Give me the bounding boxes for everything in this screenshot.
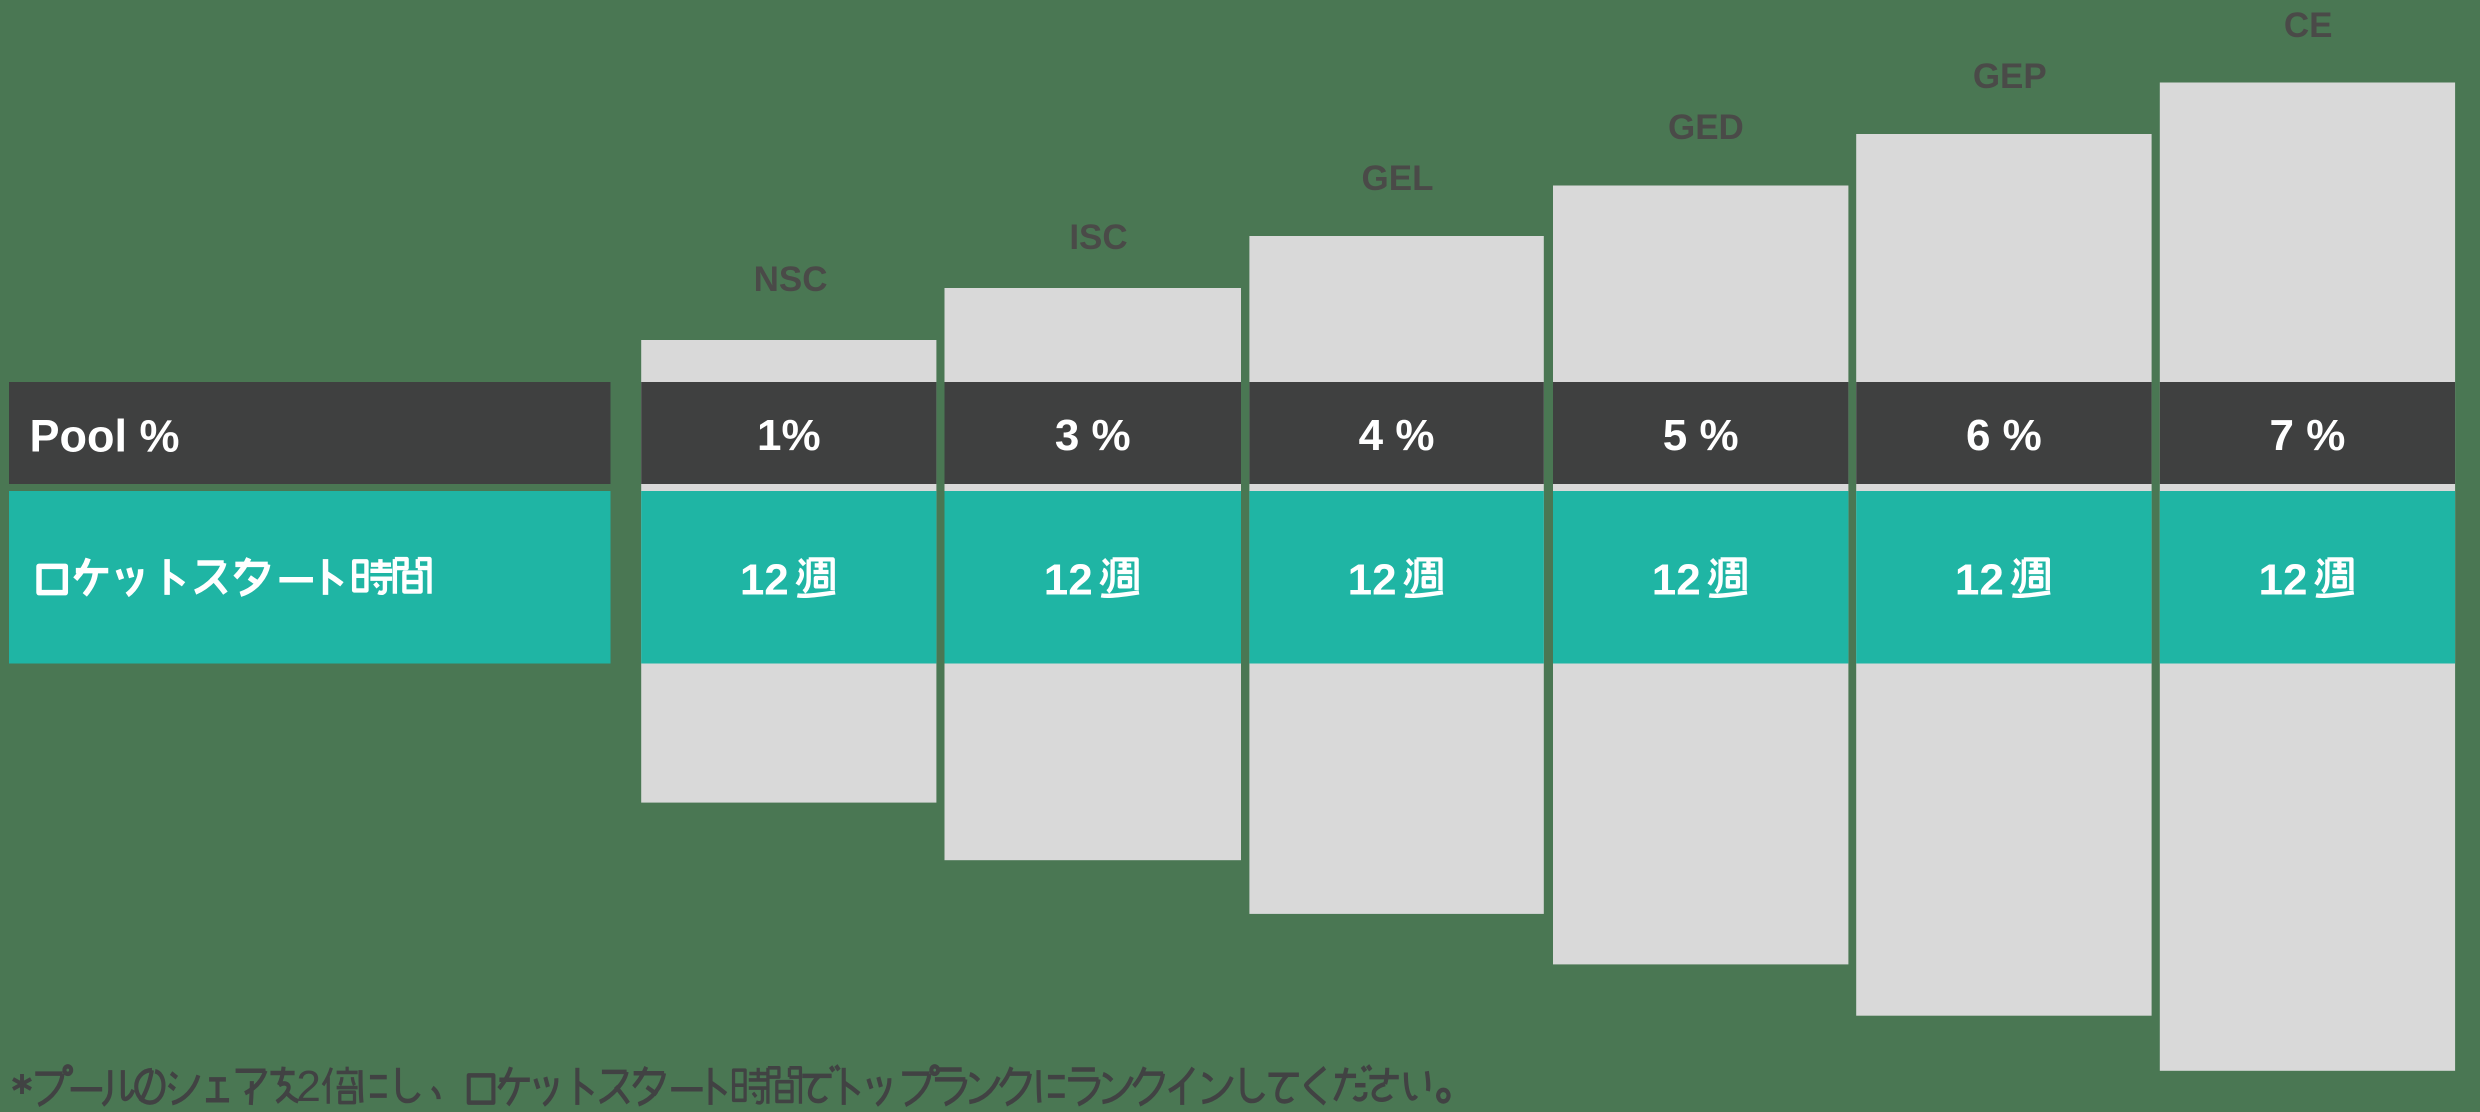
svg-text:1%: 1% (757, 411, 821, 460)
svg-text:4 %: 4 % (1359, 411, 1435, 460)
svg-text:NSC: NSC (754, 260, 828, 299)
svg-text:GED: GED (1668, 108, 1744, 147)
svg-text:12: 12 (1955, 556, 2004, 605)
svg-text:GEL: GEL (1362, 159, 1434, 198)
svg-text:7 %: 7 % (2270, 411, 2346, 460)
svg-text:6 %: 6 % (1966, 411, 2042, 460)
svg-text:12: 12 (1044, 556, 1093, 605)
svg-text:2: 2 (296, 1062, 320, 1107)
svg-text:12: 12 (1652, 556, 1701, 605)
svg-text:Pool %: Pool % (30, 410, 180, 461)
svg-text:12: 12 (1348, 556, 1397, 605)
svg-text:CE: CE (2284, 6, 2333, 45)
svg-text:3 %: 3 % (1055, 411, 1131, 460)
svg-text:ISC: ISC (1069, 218, 1127, 257)
svg-text:GEP: GEP (1973, 57, 2047, 96)
svg-text:12: 12 (2259, 556, 2308, 605)
svg-text:5 %: 5 % (1663, 411, 1739, 460)
svg-text:12: 12 (740, 556, 789, 605)
